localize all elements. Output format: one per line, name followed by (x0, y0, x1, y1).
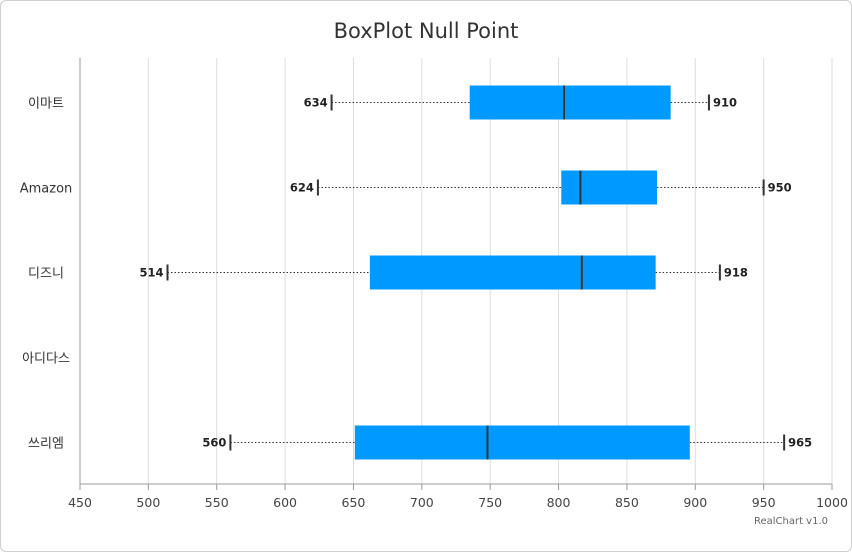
x-tick-label: 500 (136, 495, 160, 510)
category-label: Amazon (20, 182, 73, 197)
category-label: 이마트 (28, 97, 64, 112)
x-tick-label: 800 (547, 495, 571, 510)
x-tick-label: 700 (410, 495, 434, 510)
x-tick-label: 450 (68, 495, 92, 510)
iqr-box (469, 85, 671, 120)
x-tick-label: 550 (205, 495, 229, 510)
iqr-box (354, 425, 690, 460)
category-label: 쓰리엠 (28, 437, 64, 452)
max-value-label: 918 (724, 266, 748, 280)
x-tick-label: 600 (273, 495, 297, 510)
max-value-label: 965 (788, 436, 812, 450)
min-value-label: 560 (202, 436, 226, 450)
min-value-label: 624 (290, 181, 314, 195)
x-tick-label: 850 (615, 495, 639, 510)
x-tick-label: 650 (342, 495, 366, 510)
x-tick-label: 1000 (816, 495, 848, 510)
max-value-label: 950 (768, 181, 792, 195)
chart-title: BoxPlot Null Point (333, 19, 519, 43)
credit-label: RealChart v1.0 (753, 516, 828, 527)
category-label: 아디다스 (22, 352, 70, 367)
iqr-box (369, 255, 656, 290)
x-tick-label: 950 (752, 495, 776, 510)
iqr-box (561, 170, 657, 205)
x-tick-label: 750 (478, 495, 502, 510)
min-value-label: 514 (139, 266, 163, 280)
max-value-label: 910 (713, 96, 737, 110)
category-label: 디즈니 (28, 267, 64, 282)
min-value-label: 634 (304, 96, 328, 110)
x-tick-label: 900 (683, 495, 707, 510)
